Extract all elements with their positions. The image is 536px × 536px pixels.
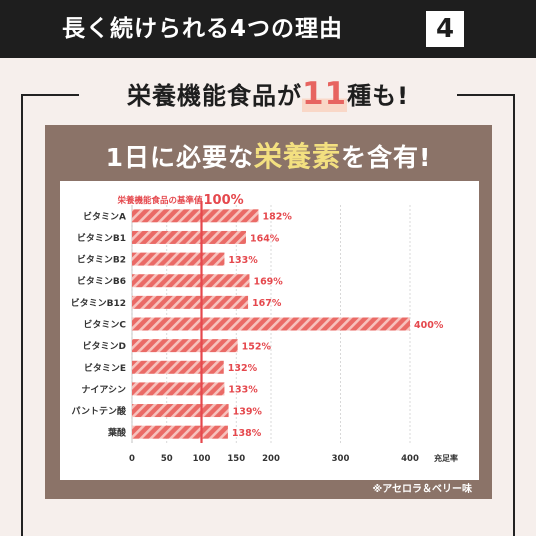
x-tick-label: 0	[129, 454, 135, 464]
reference-line-label: 栄養機能食品の基準値	[116, 195, 203, 206]
category-label: ビタミンB6	[77, 275, 126, 287]
bar	[132, 339, 238, 353]
fulfillment-bar-chart: 0 50 100 150 200 300 400 充足率 ビタミンA 182% ビタミンB1 164%…	[71, 193, 458, 464]
category-label: ビタミンE	[84, 362, 126, 374]
value-label: 169%	[253, 277, 283, 288]
category-label: ビタミンA	[83, 210, 126, 222]
bar	[132, 404, 229, 418]
header-title: 長く続けられる4つの理由	[62, 16, 344, 42]
frame-left-line	[21, 94, 79, 96]
x-tick-label: 100	[193, 454, 211, 464]
subtitle-suffix: 種も!	[347, 82, 410, 110]
frame-right-edge	[513, 94, 515, 536]
value-label: 400%	[414, 320, 444, 331]
subtitle: 栄養機能食品が11種も!	[78, 74, 458, 114]
headline-highlight: 栄養素	[253, 140, 341, 173]
category-label: ビタミンB12	[71, 297, 126, 309]
value-label: 133%	[228, 385, 258, 396]
value-label: 167%	[252, 298, 282, 309]
header-bar: 長く続けられる4つの理由 4	[0, 0, 536, 58]
value-label: 182%	[262, 212, 292, 223]
bar	[132, 274, 250, 288]
flavor-footnote: ※アセロラ＆ベリー味	[372, 484, 472, 495]
x-tick-label: 400	[401, 454, 419, 464]
value-label: 139%	[233, 406, 263, 417]
bar	[132, 209, 259, 223]
bar	[132, 317, 410, 331]
frame-right-line	[457, 94, 515, 96]
value-label: 164%	[250, 233, 280, 244]
subtitle-count: 11	[301, 76, 348, 112]
x-tick-label: 300	[332, 454, 350, 464]
reference-line-value: 100%	[204, 193, 244, 208]
x-tick-label: 50	[161, 454, 173, 464]
bar	[132, 425, 228, 439]
category-label: ビタミンC	[83, 319, 126, 331]
subtitle-prefix: 栄養機能食品が	[126, 82, 302, 110]
x-axis-label: 充足率	[434, 453, 458, 463]
bar	[132, 295, 249, 309]
category-label: 葉酸	[107, 427, 127, 439]
x-tick-label: 150	[227, 454, 245, 464]
headline-suffix: を含有!	[341, 143, 432, 172]
reason-number-badge: 4	[426, 11, 464, 47]
category-label: ナイアシン	[81, 384, 126, 395]
bar	[132, 360, 224, 374]
value-label: 132%	[228, 363, 258, 374]
headline-prefix: 1日に必要な	[105, 143, 254, 172]
category-label: ビタミンB1	[77, 232, 126, 244]
bar	[132, 230, 246, 244]
chart-area: 0 50 100 150 200 300 400 充足率 ビタミンA 182% ビタミンB1 164%…	[60, 181, 479, 480]
category-label: ビタミンB2	[77, 254, 126, 266]
category-label: ビタミンD	[83, 340, 126, 352]
category-label: パントテン酸	[72, 405, 127, 417]
value-label: 133%	[228, 255, 258, 266]
bar	[132, 252, 225, 266]
bar	[132, 382, 225, 396]
x-tick-label: 200	[262, 454, 280, 464]
frame-left-edge	[21, 94, 23, 536]
nutrient-panel: 1日に必要な栄養素を含有! 0 50 100 150 200 300 400 充足率 ビタミンA…	[45, 125, 492, 499]
panel-headline: 1日に必要な栄養素を含有!	[45, 135, 492, 179]
value-label: 138%	[232, 428, 262, 439]
value-label: 152%	[242, 341, 272, 352]
